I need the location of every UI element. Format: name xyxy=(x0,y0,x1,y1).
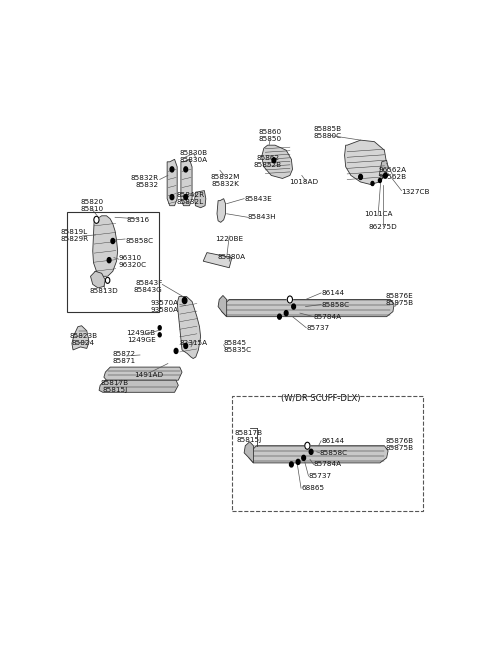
Circle shape xyxy=(284,310,288,316)
Polygon shape xyxy=(379,160,388,176)
Polygon shape xyxy=(249,446,388,463)
Circle shape xyxy=(111,238,115,244)
Text: 85858C: 85858C xyxy=(321,301,349,308)
Text: 85843F
85843G: 85843F 85843G xyxy=(133,280,162,293)
Text: 85876B
85875B: 85876B 85875B xyxy=(385,438,413,451)
Text: 85817B
85815J: 85817B 85815J xyxy=(235,430,263,443)
Circle shape xyxy=(378,178,382,183)
Text: 96310
96320C: 96310 96320C xyxy=(119,255,147,268)
Polygon shape xyxy=(222,299,394,316)
Circle shape xyxy=(305,442,310,449)
Polygon shape xyxy=(217,198,226,222)
Circle shape xyxy=(292,304,296,309)
Text: 85784A: 85784A xyxy=(314,314,342,320)
Circle shape xyxy=(184,167,188,172)
Circle shape xyxy=(94,216,99,223)
Text: 1220BE: 1220BE xyxy=(215,236,243,242)
Text: 85885B
85880C: 85885B 85880C xyxy=(314,126,342,139)
Circle shape xyxy=(170,167,174,172)
Circle shape xyxy=(158,333,161,337)
Text: 85862
85852B: 85862 85852B xyxy=(253,155,282,168)
Text: (W/DR SCUFF-DLX): (W/DR SCUFF-DLX) xyxy=(281,394,361,403)
Text: 86144: 86144 xyxy=(321,290,344,296)
Circle shape xyxy=(359,174,362,179)
Text: 85830B
85830A: 85830B 85830A xyxy=(180,150,208,163)
Circle shape xyxy=(184,195,188,200)
Polygon shape xyxy=(93,215,118,276)
Circle shape xyxy=(158,326,161,329)
Text: 85872
85871: 85872 85871 xyxy=(112,350,135,364)
Text: 85819L
85829R: 85819L 85829R xyxy=(60,229,88,242)
Circle shape xyxy=(309,449,313,455)
Text: 85860
85850: 85860 85850 xyxy=(259,128,282,141)
Polygon shape xyxy=(244,441,253,463)
Text: 85813D: 85813D xyxy=(90,288,118,295)
Text: 85845
85835C: 85845 85835C xyxy=(224,341,252,354)
Polygon shape xyxy=(345,140,386,185)
Text: 82315A: 82315A xyxy=(180,341,208,346)
Text: 1249GB
1249GE: 1249GB 1249GE xyxy=(127,330,156,343)
Polygon shape xyxy=(195,191,206,208)
Text: 85784A: 85784A xyxy=(314,461,342,468)
Polygon shape xyxy=(99,380,178,392)
Circle shape xyxy=(277,314,281,319)
Circle shape xyxy=(170,195,174,200)
Text: 85817B
85815J: 85817B 85815J xyxy=(101,380,129,393)
Text: 86275D: 86275D xyxy=(369,225,397,231)
Text: 85858C: 85858C xyxy=(125,238,153,244)
Polygon shape xyxy=(181,159,192,206)
Text: 85820
85810: 85820 85810 xyxy=(80,199,103,212)
Text: 1491AD: 1491AD xyxy=(134,372,163,378)
Bar xyxy=(232,396,423,512)
Text: 1018AD: 1018AD xyxy=(289,179,318,185)
Circle shape xyxy=(184,343,188,348)
Circle shape xyxy=(106,277,110,284)
Text: 85832R
85832: 85832R 85832 xyxy=(131,176,158,189)
Text: 85823B
85824: 85823B 85824 xyxy=(69,333,97,346)
Circle shape xyxy=(296,459,300,464)
Text: 85316: 85316 xyxy=(127,217,150,223)
Circle shape xyxy=(289,462,293,467)
Text: 96562A
96562B: 96562A 96562B xyxy=(379,167,407,180)
Text: 93570A
93580A: 93570A 93580A xyxy=(151,300,179,313)
Polygon shape xyxy=(91,271,106,288)
Text: 1011CA: 1011CA xyxy=(364,211,392,217)
Bar xyxy=(67,212,159,312)
Circle shape xyxy=(107,257,111,263)
Polygon shape xyxy=(167,159,177,206)
Text: 1327CB: 1327CB xyxy=(401,189,430,195)
Circle shape xyxy=(174,348,178,354)
Polygon shape xyxy=(203,253,232,268)
Text: 85858C: 85858C xyxy=(320,450,348,456)
Text: 85737: 85737 xyxy=(309,473,332,479)
Text: 68865: 68865 xyxy=(301,485,324,491)
Polygon shape xyxy=(218,295,227,316)
Polygon shape xyxy=(104,367,182,380)
Text: 85832M
85832K: 85832M 85832K xyxy=(211,174,240,187)
Polygon shape xyxy=(177,297,201,358)
Circle shape xyxy=(371,181,374,185)
Text: 85380A: 85380A xyxy=(217,253,245,259)
Text: 85842R
85832L: 85842R 85832L xyxy=(176,192,204,205)
Circle shape xyxy=(302,455,305,460)
Circle shape xyxy=(288,296,292,303)
Text: 86144: 86144 xyxy=(321,438,344,443)
Text: 85876E
85875B: 85876E 85875B xyxy=(385,293,413,306)
Text: 85737: 85737 xyxy=(306,325,329,331)
Text: 85843E: 85843E xyxy=(244,196,272,202)
Polygon shape xyxy=(262,145,292,178)
Text: 85843H: 85843H xyxy=(248,214,276,220)
Circle shape xyxy=(182,297,187,303)
Circle shape xyxy=(272,158,276,163)
Circle shape xyxy=(384,173,387,178)
Polygon shape xyxy=(72,326,89,350)
